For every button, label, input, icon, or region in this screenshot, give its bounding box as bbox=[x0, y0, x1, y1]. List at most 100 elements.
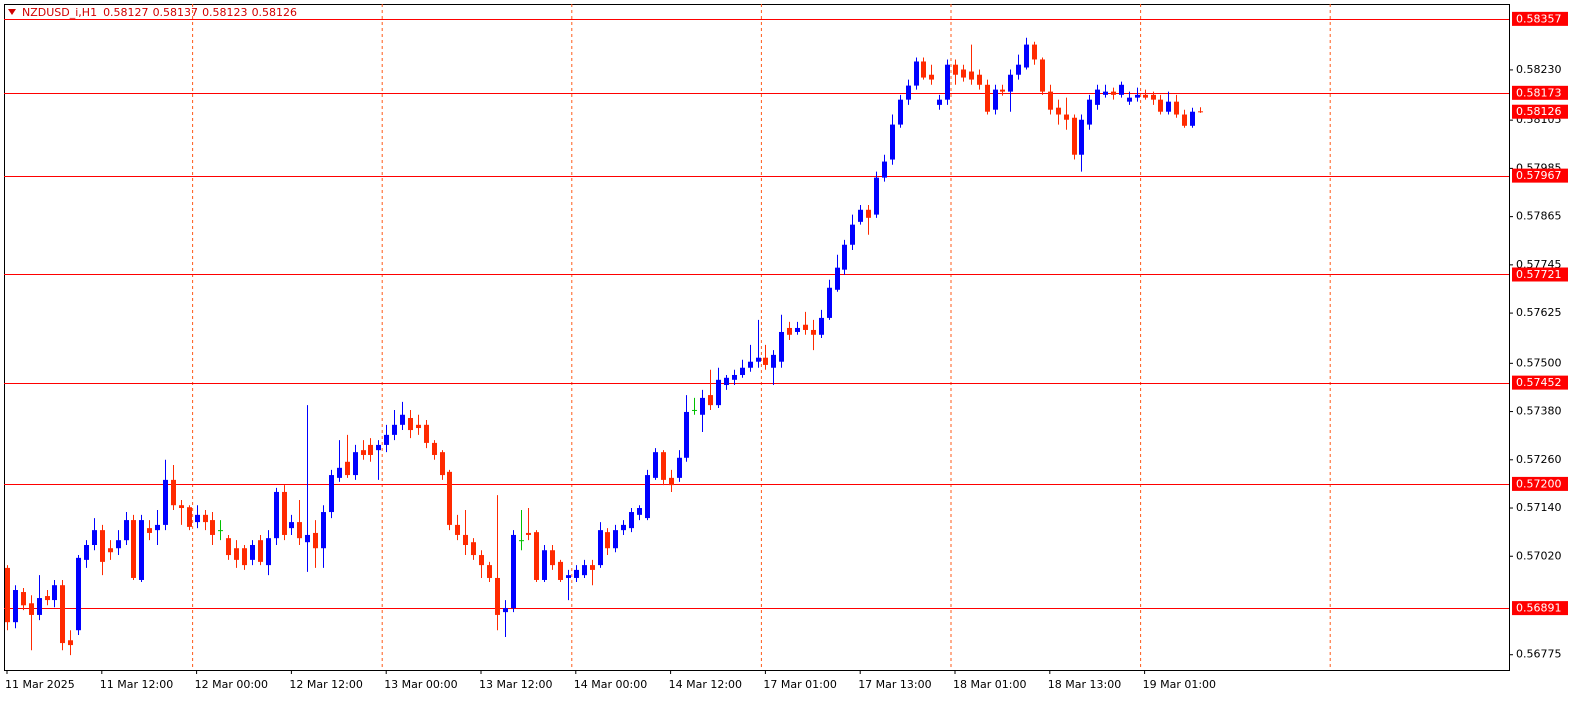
candle-body bbox=[258, 540, 263, 562]
candle-body bbox=[740, 367, 745, 375]
candle-body bbox=[282, 491, 287, 535]
candle-body bbox=[305, 534, 310, 543]
candle-body bbox=[906, 85, 911, 100]
candle-body bbox=[479, 555, 484, 566]
candle-body bbox=[187, 507, 192, 527]
candle-body bbox=[400, 414, 405, 425]
candle-body bbox=[76, 557, 81, 631]
candle-body bbox=[463, 534, 468, 545]
level-label-box bbox=[1512, 476, 1568, 491]
candle-body bbox=[139, 520, 144, 580]
x-tick-label: 12 Mar 00:00 bbox=[195, 678, 268, 691]
candle-body bbox=[677, 457, 682, 478]
candle-body bbox=[289, 522, 294, 529]
candle-body bbox=[432, 442, 437, 455]
candle-body bbox=[1079, 119, 1084, 155]
candle-body bbox=[100, 530, 105, 562]
x-tick-label: 14 Mar 12:00 bbox=[669, 678, 742, 691]
candle-body bbox=[787, 327, 792, 335]
candle-body bbox=[171, 479, 176, 506]
candle-body bbox=[21, 592, 26, 606]
candle-body bbox=[850, 224, 855, 245]
candle-body bbox=[874, 177, 879, 215]
candle-body bbox=[890, 124, 895, 160]
candle-body bbox=[700, 397, 705, 415]
candle-body bbox=[1095, 89, 1100, 105]
header-arrow bbox=[8, 9, 16, 15]
level-label: 0.56891 bbox=[1516, 602, 1562, 615]
candle-body bbox=[661, 452, 666, 480]
candle-body bbox=[234, 548, 239, 560]
candle-body bbox=[124, 520, 129, 541]
candle-body bbox=[1087, 99, 1092, 125]
candle-body bbox=[45, 596, 50, 601]
candle-body bbox=[5, 567, 10, 623]
candle-body bbox=[985, 84, 990, 112]
x-tick-label: 17 Mar 01:00 bbox=[763, 678, 836, 691]
candle-body bbox=[108, 548, 113, 553]
candle-body bbox=[961, 69, 966, 78]
candle-body bbox=[605, 532, 610, 549]
level-label-box bbox=[1512, 85, 1568, 100]
candle-body bbox=[368, 444, 373, 455]
candle-body bbox=[384, 434, 389, 445]
high-price: 0.58137 bbox=[153, 6, 199, 19]
candle-body bbox=[645, 475, 650, 519]
candle-body bbox=[756, 357, 761, 362]
candle-body bbox=[621, 524, 626, 531]
plot-border bbox=[4, 4, 1510, 671]
candle-body bbox=[574, 569, 579, 578]
candle-body bbox=[1166, 101, 1171, 112]
open-price: 0.58127 bbox=[103, 6, 149, 19]
candle-body bbox=[495, 577, 500, 615]
candle-body bbox=[440, 452, 445, 476]
candle-body bbox=[1174, 101, 1179, 115]
candle-body bbox=[210, 520, 215, 535]
candle-body bbox=[613, 530, 618, 549]
candle-body bbox=[179, 505, 184, 509]
candle-body bbox=[1000, 89, 1005, 92]
candle-body bbox=[29, 603, 34, 615]
level-label: 0.57452 bbox=[1516, 376, 1562, 389]
x-tick-label: 17 Mar 13:00 bbox=[858, 678, 931, 691]
candle-body bbox=[1182, 114, 1187, 126]
candle-body bbox=[732, 374, 737, 380]
candle-body bbox=[795, 327, 800, 332]
candle-body bbox=[519, 540, 524, 542]
candle-body bbox=[487, 565, 492, 578]
candle-body bbox=[155, 524, 160, 531]
candle-body bbox=[1016, 64, 1021, 75]
level-label: 0.58357 bbox=[1516, 12, 1562, 25]
low-price: 0.58123 bbox=[202, 6, 248, 19]
level-label-box bbox=[1512, 168, 1568, 183]
candle-body bbox=[684, 411, 689, 458]
level-label: 0.57721 bbox=[1516, 268, 1562, 281]
chart-header: NZDUSD_i,H1 0.58127 0.58137 0.58123 0.58126 bbox=[22, 6, 297, 19]
candle-body bbox=[84, 544, 89, 560]
candle-body bbox=[969, 71, 974, 80]
candle-body bbox=[116, 540, 121, 549]
candle-body bbox=[811, 329, 816, 335]
candle-body bbox=[329, 475, 334, 513]
candle-body bbox=[131, 520, 136, 578]
candle-body bbox=[929, 74, 934, 80]
x-tick-label: 13 Mar 12:00 bbox=[479, 678, 552, 691]
symbol: NZDUSD_i,H1 bbox=[22, 6, 97, 19]
candle-body bbox=[218, 530, 223, 532]
last-price-label: 0.58126 bbox=[1516, 105, 1562, 118]
y-tick-label: 0.57140 bbox=[1516, 501, 1562, 514]
candle-body bbox=[163, 479, 168, 525]
candle-body bbox=[52, 585, 57, 601]
candle-body bbox=[60, 585, 65, 644]
candle-body bbox=[447, 471, 452, 525]
candle-body bbox=[376, 444, 381, 451]
candle-body bbox=[408, 417, 413, 431]
candle-body bbox=[242, 548, 247, 566]
candle-body bbox=[748, 361, 753, 368]
candle-body bbox=[1040, 59, 1045, 92]
y-tick-label: 0.57625 bbox=[1516, 306, 1562, 319]
level-label-box bbox=[1512, 267, 1568, 282]
x-tick-label: 11 Mar 12:00 bbox=[100, 678, 173, 691]
candle-body bbox=[1158, 99, 1163, 112]
